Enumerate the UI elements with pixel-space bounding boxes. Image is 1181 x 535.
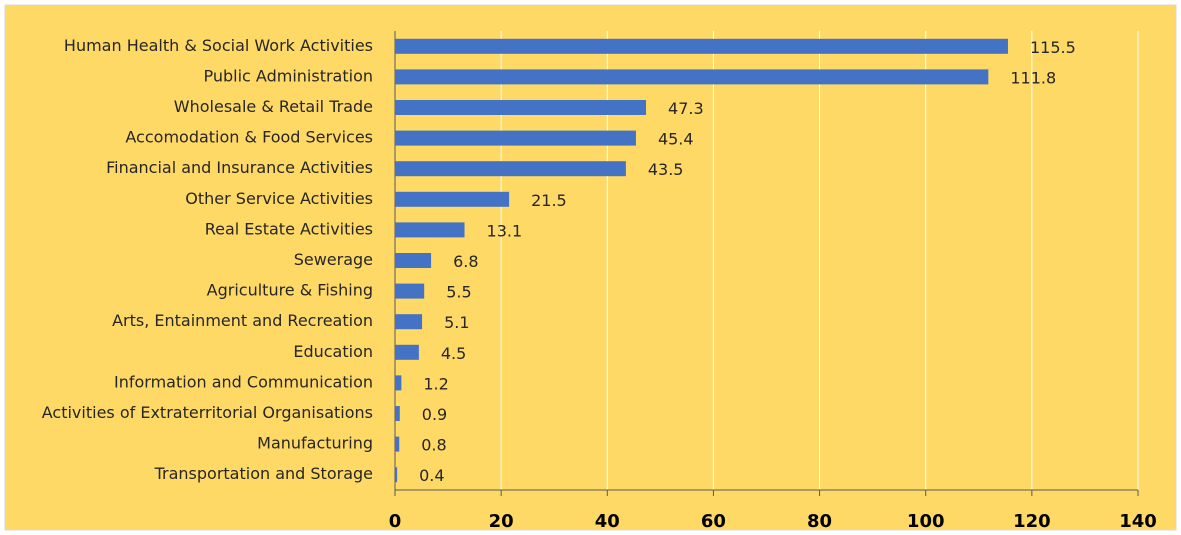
value-label: 1.2: [423, 374, 448, 393]
bar: [395, 100, 647, 115]
y-tick-label: Manufacturing: [257, 434, 373, 453]
value-label: 13.1: [487, 221, 523, 240]
value-label: 115.5: [1030, 38, 1076, 57]
bar: [395, 222, 465, 238]
y-tick-label: Financial and Insurance Activities: [106, 158, 373, 177]
x-tick-label: 120: [1013, 511, 1051, 532]
y-tick-label: Transportation and Storage: [154, 464, 373, 483]
y-tick-label: Public Administration: [203, 66, 373, 85]
value-label: 47.3: [668, 99, 704, 118]
x-tick-label: 20: [489, 511, 514, 532]
value-label: 5.5: [446, 283, 471, 302]
bar: [395, 283, 425, 299]
value-label: 0.8: [421, 436, 446, 455]
x-tick-label: 40: [595, 511, 620, 532]
bar: [395, 406, 400, 421]
x-tick-label: 80: [807, 511, 832, 532]
bar: [395, 375, 402, 391]
value-label: 0.9: [422, 405, 447, 424]
y-tick-label: Activities of Extraterritorial Organisat…: [42, 403, 373, 422]
bar: [395, 191, 510, 207]
y-tick-label: Agriculture & Fishing: [207, 281, 373, 300]
x-tick-label: 100: [907, 511, 945, 532]
x-tick-label: 140: [1119, 511, 1157, 532]
chart-background: [4, 4, 1177, 531]
bar: [395, 38, 1008, 54]
bar: [395, 467, 398, 483]
value-label: 5.1: [444, 313, 469, 332]
y-tick-label: Arts, Entainment and Recreation: [112, 311, 373, 330]
bar: [395, 130, 636, 146]
value-label: 111.8: [1010, 68, 1056, 87]
bar: [395, 161, 626, 177]
y-tick-label: Accomodation & Food Services: [125, 128, 373, 147]
value-label: 45.4: [658, 130, 694, 149]
bar: [395, 436, 400, 452]
x-tick-label: 60: [701, 511, 726, 532]
bar: [395, 314, 423, 330]
value-label: 21.5: [531, 191, 567, 210]
bar: [395, 253, 432, 268]
y-tick-label: Real Estate Activities: [205, 219, 373, 238]
value-label: 4.5: [441, 344, 466, 363]
value-label: 0.4: [419, 466, 444, 485]
y-tick-label: Sewerage: [294, 250, 373, 269]
bar: [395, 344, 419, 360]
bar: [395, 69, 989, 85]
value-label: 6.8: [453, 252, 478, 271]
y-tick-label: Wholesale & Retail Trade: [174, 97, 373, 116]
x-tick-label: 0: [389, 511, 402, 532]
y-tick-label: Other Service Activities: [185, 189, 373, 208]
y-tick-label: Information and Communication: [114, 372, 373, 391]
value-label: 43.5: [648, 160, 684, 179]
y-tick-label: Human Health & Social Work Activities: [64, 36, 373, 55]
y-tick-label: Education: [293, 342, 373, 361]
